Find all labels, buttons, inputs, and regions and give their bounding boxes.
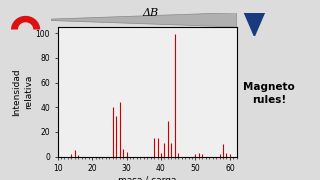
Text: Magneto
rules!: Magneto rules! (243, 82, 295, 105)
Y-axis label: Intensidad
relativa: Intensidad relativa (12, 68, 33, 116)
X-axis label: masa / carga: masa / carga (118, 176, 176, 180)
Polygon shape (51, 13, 237, 27)
Polygon shape (11, 16, 40, 30)
Text: ΔB: ΔB (142, 8, 158, 18)
Polygon shape (244, 13, 265, 36)
